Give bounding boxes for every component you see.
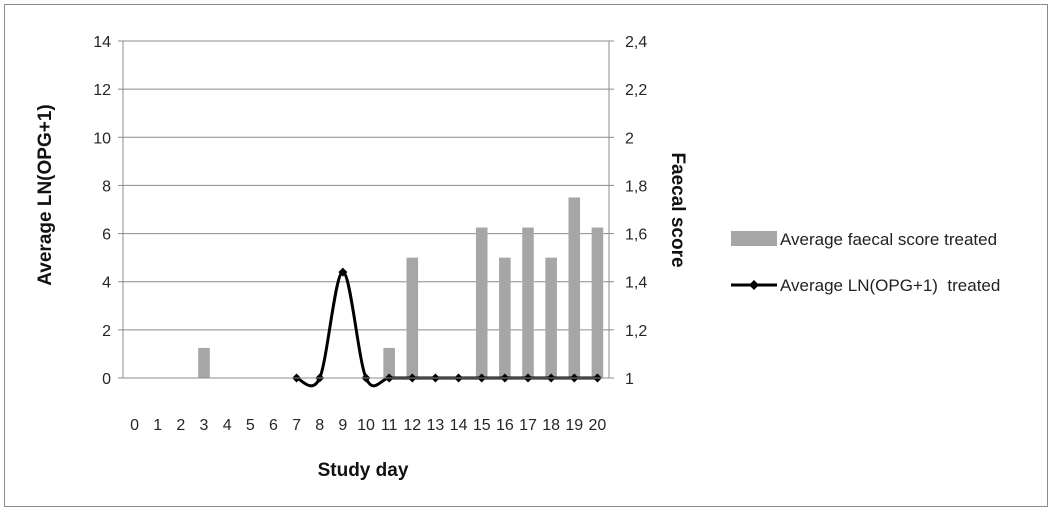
right-axis-ticks: 1 1,2 1,4 1,6 1,8 2 2,2 2,4 (625, 34, 647, 388)
x-axis-tick-label: 16 (496, 417, 514, 434)
x-axis-ticks: 0 1 2 3 4 5 6 7 8 9 10 11 12 13 14 15 16 17 18 19 20 (130, 417, 606, 434)
x-axis-tick-label: 14 (450, 417, 468, 434)
right-axis-tick-label: 1,6 (625, 227, 647, 244)
faecal-score-bar (591, 227, 604, 378)
right-axis-tick-label: 2,2 (625, 82, 647, 99)
x-axis-tick-label: 19 (565, 417, 583, 434)
x-axis-tick-label: 15 (473, 417, 491, 434)
legend-marker-ln-opg (749, 280, 759, 290)
ln-opg-marker (338, 267, 348, 277)
faecal-score-bar (522, 227, 534, 378)
x-axis-tick-label: 18 (542, 417, 560, 434)
x-axis-tick-label: 2 (176, 417, 185, 434)
legend-swatch-faecal-score (731, 231, 777, 246)
right-axis-tick-label: 1,8 (625, 178, 647, 195)
x-axis-tick-label: 9 (338, 417, 347, 434)
faecal-score-bar (475, 227, 488, 378)
legend-label-faecal-score: Average faecal score treated (780, 230, 997, 249)
left-axis-ticks: 0 2 4 6 8 10 12 14 (93, 34, 111, 388)
right-axis-tick-label: 2,4 (625, 34, 647, 51)
x-axis-tick-label: 1 (153, 417, 162, 434)
legend: Average faecal score treated Average LN(… (731, 230, 1000, 295)
right-axis-tick-label: 1,2 (625, 323, 647, 340)
left-axis-tick-label: 12 (93, 82, 111, 99)
faecal-score-bar (568, 197, 581, 378)
left-axis-title: Average LN(OPG+1) (35, 104, 56, 285)
x-axis-tick-label: 6 (269, 417, 278, 434)
x-axis-tick-label: 17 (519, 417, 537, 434)
x-axis-tick-label: 8 (315, 417, 324, 434)
left-axis-tick-label: 8 (102, 178, 111, 195)
bar-series (198, 197, 604, 378)
x-axis-tick-label: 13 (427, 417, 445, 434)
x-axis-title: Study day (318, 460, 409, 481)
left-axis-tick-label: 10 (93, 130, 111, 147)
x-axis-tick-label: 3 (200, 417, 209, 434)
right-axis-tick-label: 1,4 (625, 275, 647, 292)
x-axis-tick-label: 12 (403, 417, 421, 434)
x-axis-tick-label: 5 (246, 417, 255, 434)
x-axis-tick-label: 0 (130, 417, 139, 434)
right-axis-tick-label: 2 (625, 130, 634, 147)
x-axis-tick-label: 20 (589, 417, 607, 434)
x-axis-tick-label: 11 (381, 417, 398, 434)
faecal-score-bar (383, 347, 395, 378)
left-axis-tick-label: 4 (102, 275, 111, 292)
left-axis-tick-label: 6 (102, 227, 111, 244)
faecal-score-bar (499, 257, 511, 378)
left-axis-tick-label: 0 (102, 371, 111, 388)
legend-label-ln-opg: Average LN(OPG+1) treated (780, 276, 1000, 295)
x-axis-tick-label: 7 (292, 417, 301, 434)
faecal-score-bar (545, 257, 557, 378)
right-axis-tick-label: 1 (625, 371, 634, 388)
x-axis-tick-label: 4 (223, 417, 232, 434)
x-axis-tick-label: 10 (357, 417, 375, 434)
faecal-score-bar (198, 347, 210, 378)
gridlines (123, 40, 609, 331)
right-axis-title: Faecal score (667, 152, 688, 267)
faecal-score-bar (406, 257, 419, 378)
axes (118, 40, 614, 379)
left-axis-tick-label: 14 (93, 34, 111, 51)
left-axis-tick-label: 2 (102, 323, 111, 340)
